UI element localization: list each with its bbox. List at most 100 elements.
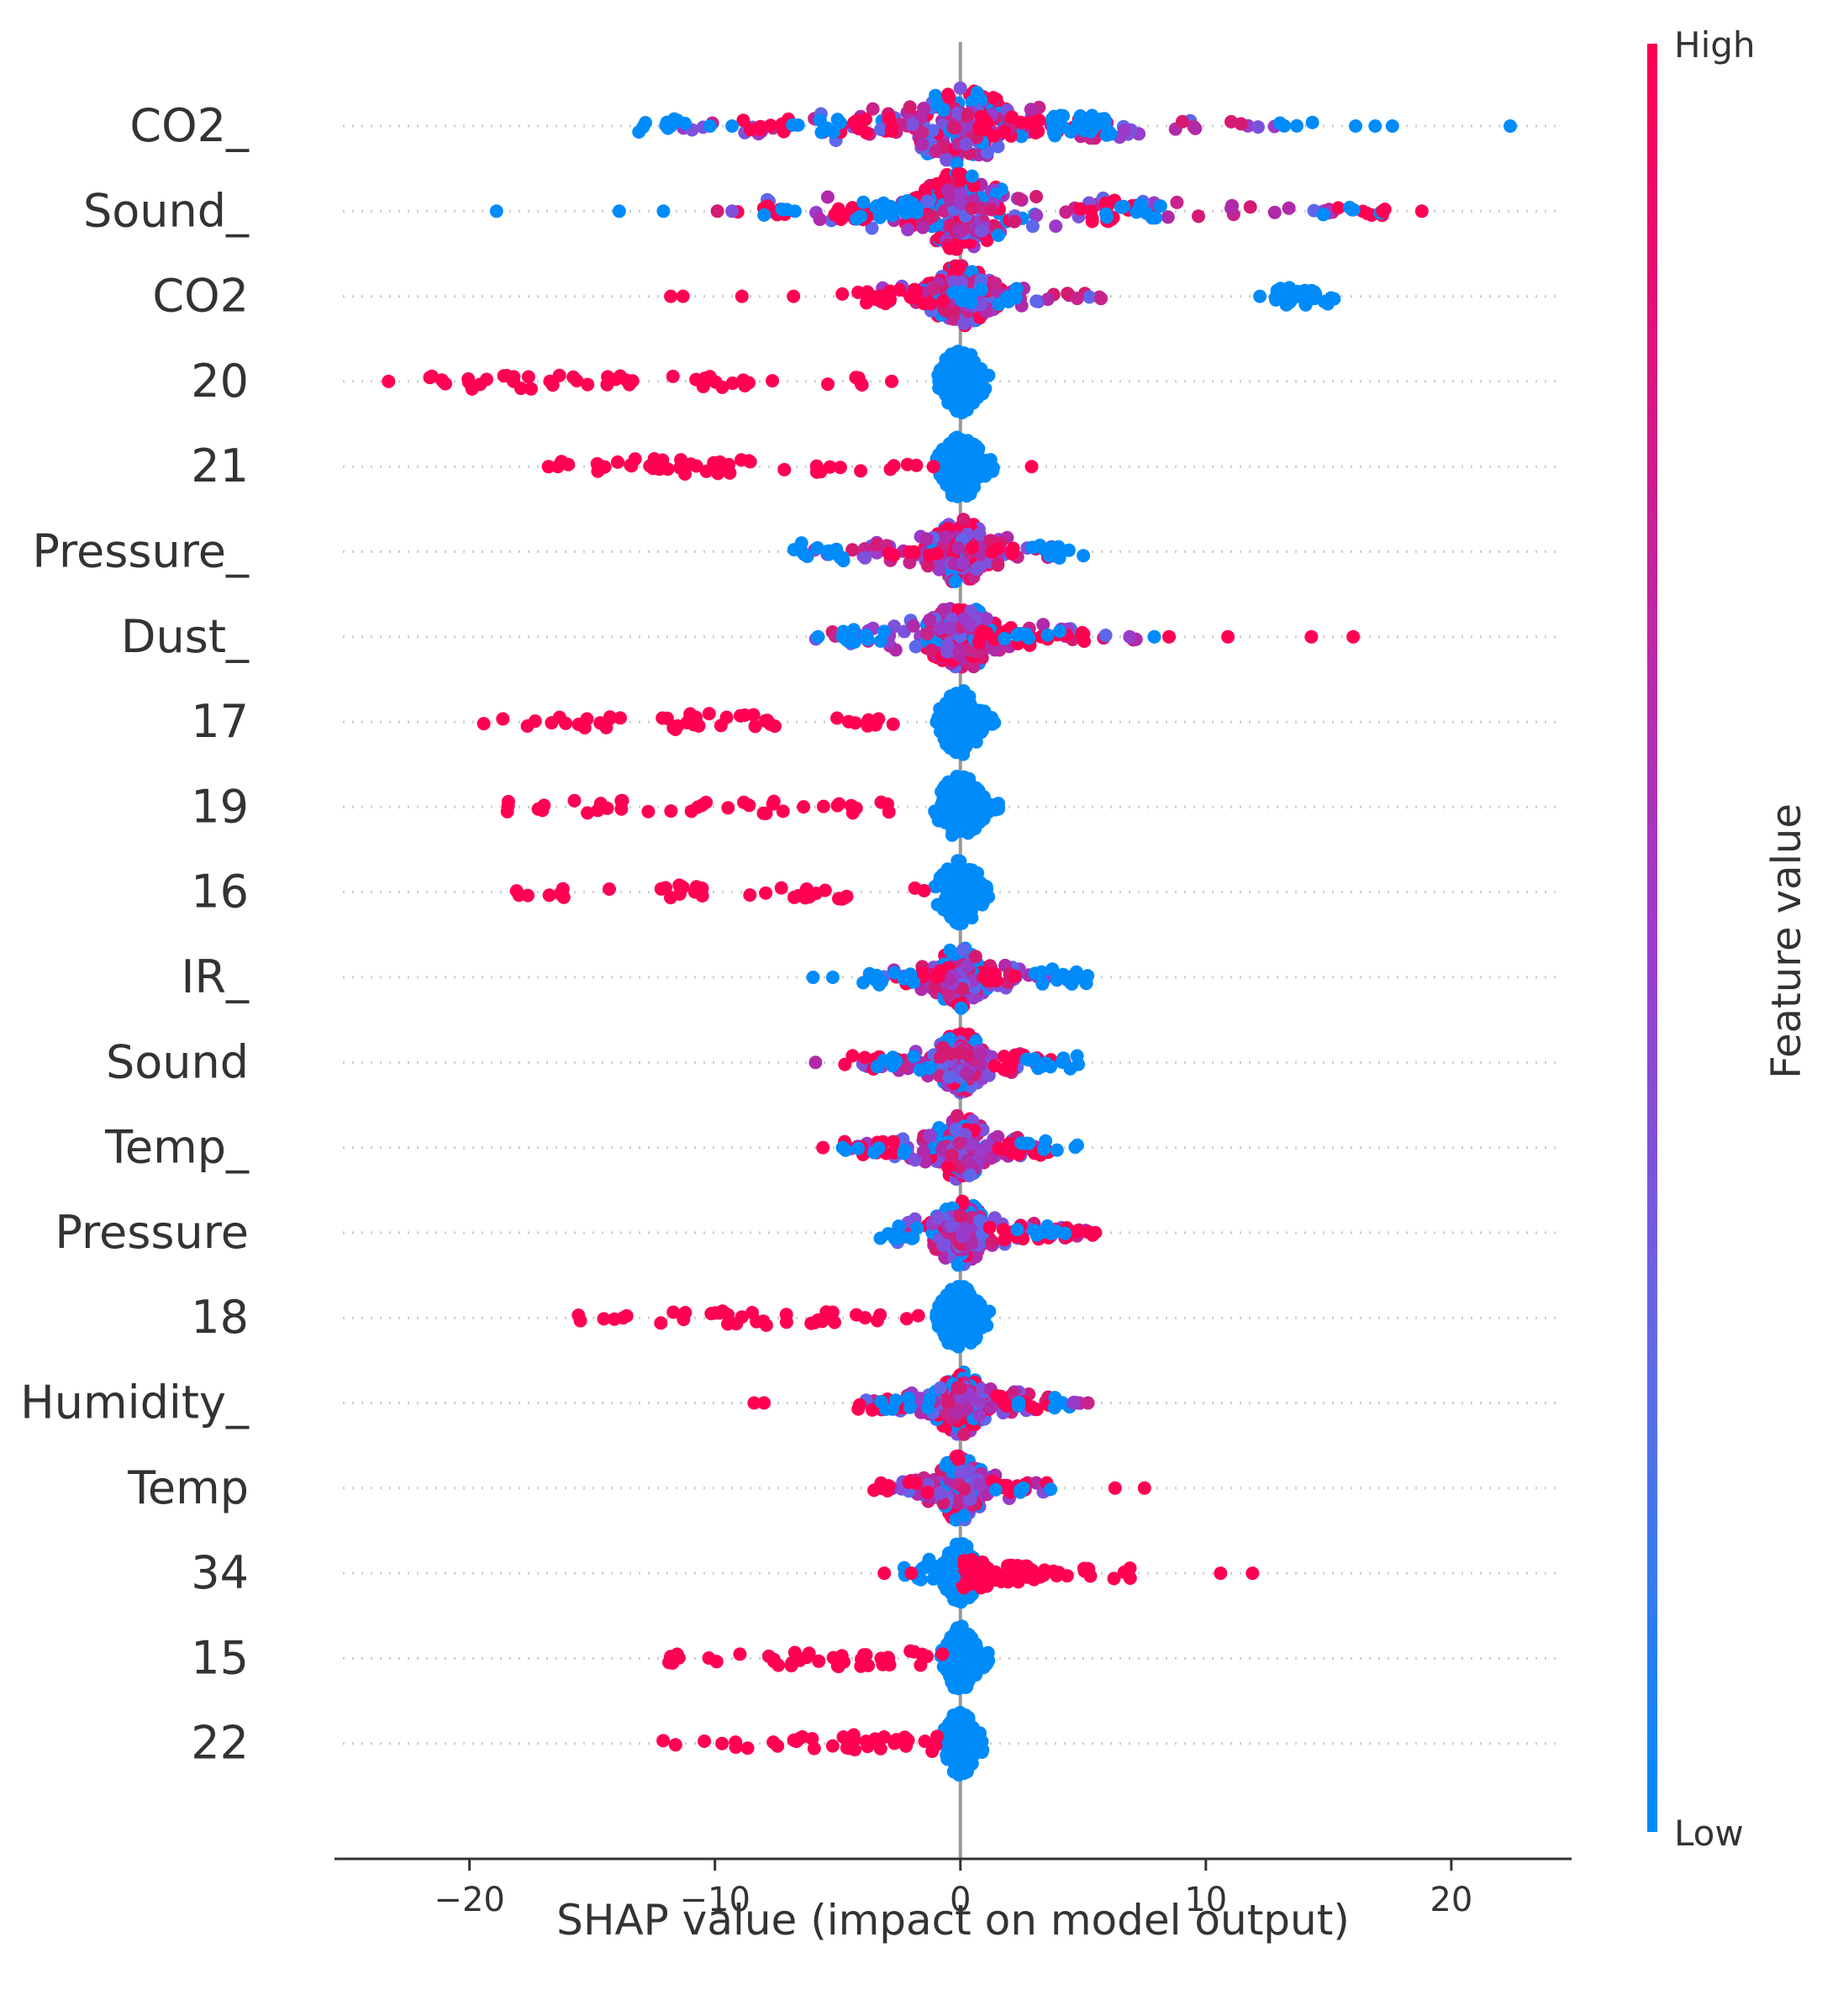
shap-point <box>960 959 974 973</box>
shap-point <box>956 982 970 996</box>
shap-point <box>1282 201 1296 215</box>
shap-point-outlier <box>1368 119 1382 133</box>
shap-point <box>958 472 972 487</box>
shap-point-outlier <box>1081 1396 1095 1410</box>
shap-point-outlier <box>926 460 940 474</box>
shap-point <box>978 882 993 896</box>
shap-point <box>1082 290 1097 304</box>
shap-point <box>965 94 979 108</box>
shap-point <box>881 1227 895 1241</box>
shap-point <box>919 532 934 546</box>
shap-point <box>1079 976 1093 991</box>
shap-point <box>1068 1140 1082 1155</box>
shap-point <box>738 379 752 392</box>
shap-point <box>660 711 674 725</box>
shap-point <box>972 1408 987 1423</box>
shap-point-outlier <box>550 460 565 474</box>
shap-point <box>903 555 917 570</box>
shap-point <box>1052 1566 1066 1580</box>
shap-point <box>424 369 439 383</box>
shap-point <box>666 369 680 383</box>
shap-point <box>772 1658 786 1672</box>
shap-point <box>903 100 917 114</box>
shap-point <box>542 888 556 903</box>
shap-point <box>659 881 672 895</box>
shap-point <box>886 717 900 731</box>
shap-point <box>959 732 973 746</box>
shap-point <box>1309 287 1323 301</box>
shap-point <box>1161 210 1175 224</box>
shap-point <box>1012 192 1026 206</box>
shap-point <box>1077 549 1091 563</box>
shap-point <box>733 1647 747 1661</box>
shap-point <box>950 1406 963 1420</box>
feature-label: Dust_ <box>121 610 250 663</box>
shap-point <box>920 1485 935 1499</box>
shap-point <box>925 209 940 224</box>
shap-point <box>909 1476 924 1491</box>
shap-point <box>758 713 772 728</box>
shap-point <box>1070 292 1084 306</box>
shap-point <box>810 540 824 555</box>
shap-point <box>887 966 902 980</box>
shap-point <box>957 612 972 625</box>
x-tick-label: −20 <box>434 1881 504 1919</box>
shap-point <box>985 803 999 817</box>
shap-point <box>1030 294 1044 308</box>
shap-point <box>942 90 956 104</box>
shap-point <box>905 118 919 132</box>
shap-point <box>777 462 792 476</box>
shap-point <box>581 806 595 820</box>
shap-point <box>959 137 973 151</box>
shap-point <box>899 1312 914 1326</box>
shap-point <box>1224 114 1238 129</box>
shap-point-outlier <box>664 289 678 303</box>
beeswarm-points <box>382 81 1517 1782</box>
shap-point <box>799 1650 814 1665</box>
shap-point <box>780 203 794 217</box>
shap-point <box>983 974 998 988</box>
shap-point-outlier <box>725 204 740 218</box>
shap-point <box>771 1739 785 1753</box>
shap-point <box>957 1482 972 1496</box>
shap-point <box>882 112 897 126</box>
shap-point <box>1153 199 1167 213</box>
feature-label: Pressure <box>55 1206 249 1259</box>
shap-point <box>825 1305 840 1319</box>
shap-point <box>923 1061 937 1075</box>
shap-point-outlier <box>664 119 678 133</box>
shap-point <box>920 194 935 208</box>
shap-point <box>953 1381 967 1395</box>
shap-point <box>571 718 586 731</box>
shap-point <box>956 1537 970 1551</box>
shap-point-outlier <box>825 971 840 984</box>
shap-point-outlier <box>1137 1481 1151 1495</box>
shap-point <box>743 888 757 903</box>
shap-point-outlier <box>904 1566 919 1581</box>
shap-point-outlier <box>1304 629 1319 644</box>
shap-point <box>973 1726 987 1740</box>
shap-point <box>1085 211 1099 225</box>
shap-point <box>942 1070 956 1084</box>
shap-point <box>1130 205 1144 219</box>
shap-point <box>902 194 916 208</box>
shap-point <box>951 1453 966 1467</box>
shap-point <box>786 118 800 132</box>
shap-point <box>938 172 951 187</box>
shap-point <box>1045 112 1059 126</box>
shap-point <box>1145 211 1159 225</box>
shap-point <box>632 125 646 139</box>
shap-point <box>1094 292 1108 306</box>
shap-point <box>874 123 888 136</box>
shap-point <box>882 546 896 561</box>
shap-point <box>882 1658 897 1672</box>
shap-point <box>1022 631 1035 645</box>
shap-point <box>963 1168 977 1182</box>
shap-point <box>942 621 956 635</box>
shap-point <box>1031 1061 1045 1076</box>
shap-point <box>971 1322 985 1336</box>
shap-point-outlier <box>1376 204 1390 218</box>
shap-point-outlier <box>1385 119 1399 133</box>
shap-point <box>541 460 556 474</box>
